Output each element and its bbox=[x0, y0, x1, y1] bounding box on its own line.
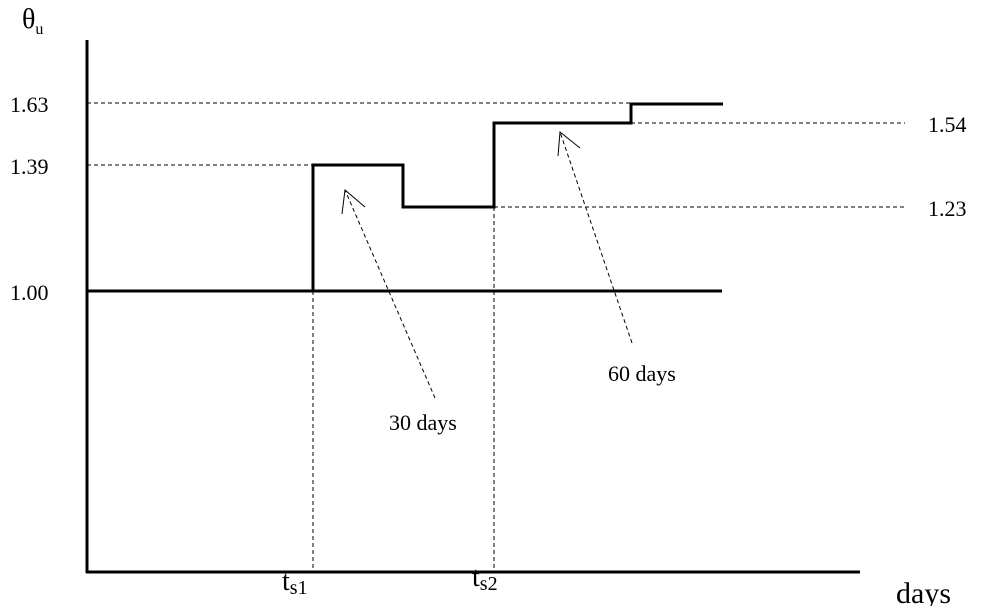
annotation: 60 days bbox=[608, 361, 676, 386]
level-label: 1.39 bbox=[10, 154, 49, 179]
arrowhead bbox=[557, 131, 581, 157]
arrow bbox=[559, 131, 633, 344]
y-axis-label-sub: u bbox=[35, 21, 43, 38]
step-curve bbox=[311, 102, 723, 291]
time-mark: ts1 bbox=[282, 566, 308, 599]
level-label: 1.63 bbox=[10, 92, 49, 117]
y-axis-label-main: θ bbox=[22, 4, 35, 35]
level-label: 1.23 bbox=[928, 196, 967, 221]
annotation: 30 days bbox=[389, 410, 457, 435]
arrow bbox=[344, 189, 436, 399]
y-axis-label: θu bbox=[22, 4, 43, 38]
level-label: 1.54 bbox=[928, 112, 967, 137]
level-label: 1.00 bbox=[10, 280, 49, 305]
time-mark: ts2 bbox=[472, 562, 498, 595]
arrowhead bbox=[341, 189, 366, 215]
time-mark-sub: s2 bbox=[480, 573, 498, 595]
x-axis-label: days bbox=[896, 577, 951, 606]
time-mark-sub: s1 bbox=[290, 577, 308, 599]
time-mark-main: t bbox=[282, 566, 290, 597]
time-mark-main: t bbox=[472, 562, 480, 593]
